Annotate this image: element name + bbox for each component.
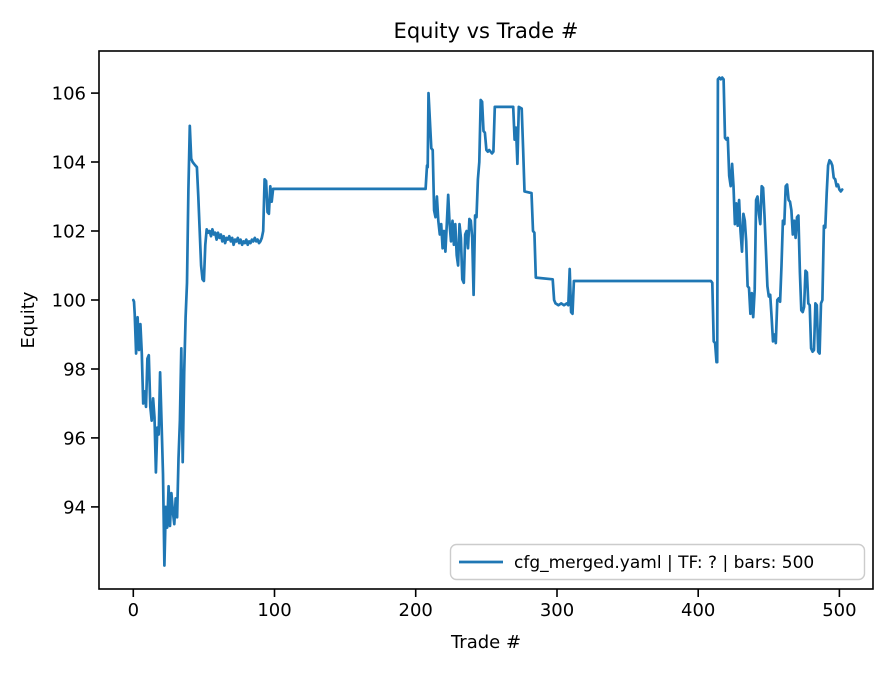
chart-title: Equity vs Trade # (394, 19, 579, 43)
y-tick-label: 96 (63, 428, 86, 449)
y-tick-label: 98 (63, 360, 86, 381)
x-tick-label: 300 (540, 600, 574, 621)
x-tick-label: 400 (681, 600, 715, 621)
x-tick-label: 100 (257, 600, 291, 621)
equity-series-line (131, 76, 844, 567)
y-tick-label: 106 (52, 84, 86, 105)
y-tick-label: 104 (52, 153, 86, 174)
legend-box (449, 543, 866, 581)
y-axis-ticks: 94 96 98 100 102 104 106 (52, 84, 99, 518)
legend-entry-label: cfg_merged.yaml | TF: ? | bars: 500 (514, 553, 814, 573)
x-axis-label: Trade # (450, 632, 521, 653)
x-tick-label: 200 (399, 600, 433, 621)
y-tick-label: 94 (63, 497, 86, 518)
y-tick-label: 102 (52, 222, 86, 243)
y-axis-label: Equity (18, 291, 39, 348)
x-tick-label: 500 (822, 600, 856, 621)
legend: cfg_merged.yaml | TF: ? | bars: 500 (449, 543, 866, 581)
x-axis-ticks: 0 100 200 300 400 500 (128, 589, 857, 621)
axes-spines (98, 50, 874, 590)
y-tick-label: 100 (52, 291, 86, 312)
x-tick-label: 0 (128, 600, 139, 621)
